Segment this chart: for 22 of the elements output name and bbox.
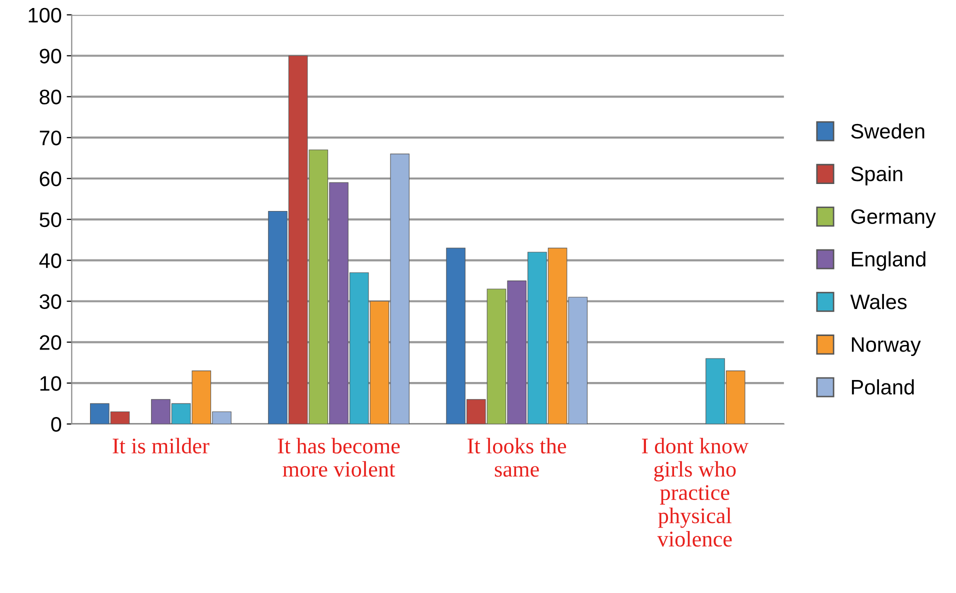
x-tick-label: It is milder xyxy=(112,438,210,454)
y-tick-label: 40 xyxy=(39,253,62,268)
legend-label: England xyxy=(852,251,926,271)
y-tick-label: 10 xyxy=(40,376,62,391)
x-tick-label: I dont know girls who practice physical violence xyxy=(642,438,748,547)
y-tick-label: 0 xyxy=(51,416,62,432)
y-tick-label: 20 xyxy=(40,335,62,350)
y-tick-label: 100 xyxy=(28,8,62,23)
y-tick-label: 70 xyxy=(40,130,62,146)
y-tick-label: 50 xyxy=(40,212,62,228)
x-tick-label: It looks the same xyxy=(468,438,566,477)
y-tick-label: 90 xyxy=(40,48,62,64)
y-tick-label: 60 xyxy=(40,171,62,186)
legend-label: Wales xyxy=(850,294,907,310)
legend-label: Norway xyxy=(852,337,921,356)
legend-label: Sweden xyxy=(851,123,924,139)
legend-label: Spain xyxy=(851,166,902,186)
y-tick-label: 30 xyxy=(40,294,62,309)
legend-label: Poland xyxy=(852,379,914,395)
legend-label: Germany xyxy=(851,209,936,228)
y-tick-label: 80 xyxy=(40,90,62,104)
x-tick-label: It has become more violent xyxy=(278,438,400,477)
